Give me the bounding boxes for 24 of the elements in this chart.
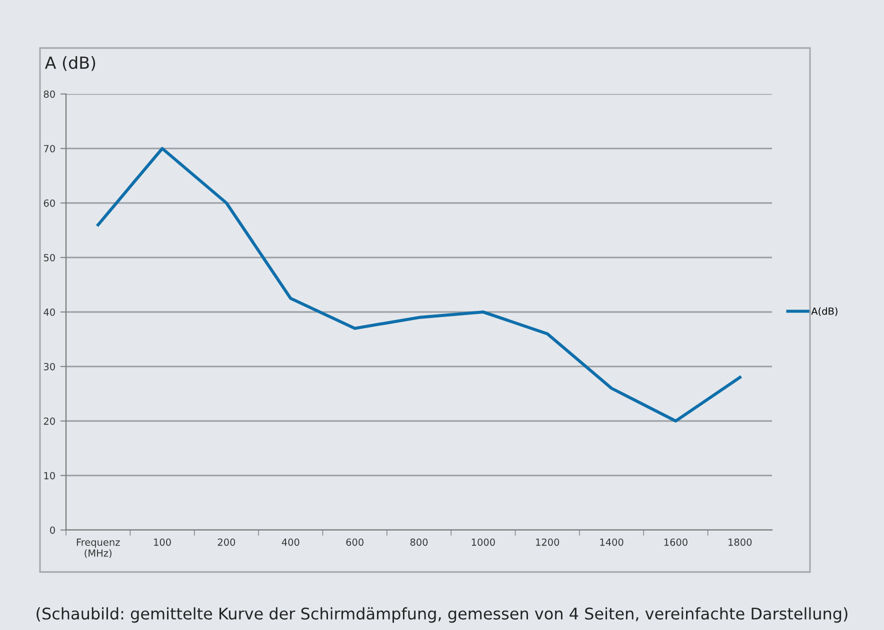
x-tick-label: 100	[154, 538, 171, 546]
y-tick-label: 0	[50, 526, 55, 534]
y-tick-label: 60	[44, 199, 55, 207]
y-tick-label: 30	[44, 362, 55, 370]
x-tick-label: 1000	[472, 538, 495, 546]
y-axis-title: A (dB)	[44, 56, 96, 71]
y-tick-label: 50	[44, 254, 55, 262]
y-tick-label: 70	[44, 144, 55, 152]
x-tick-label: Frequenz (MHz)	[76, 538, 120, 558]
x-tick-label: 600	[346, 538, 364, 546]
x-tick-label: 400	[282, 538, 300, 546]
y-tick-label: 20	[44, 417, 55, 425]
x-tick-label: 800	[410, 538, 428, 546]
text: (Schaubild: gemittelte Kurve der Schirmdämpfung, gemessen von 4 Seiten, vereinfachte Darstellung)	[36, 607, 848, 623]
x-tick-label: 200	[218, 538, 236, 546]
x-tick-label: 1200	[536, 538, 560, 546]
x-tick-label: 1400	[600, 538, 624, 546]
y-tick-label: 10	[44, 472, 55, 480]
y-tick-label: 80	[44, 90, 55, 98]
legend-label: A(dB)	[811, 307, 838, 316]
line-series	[96, 146, 742, 423]
y-tick-label: 40	[44, 308, 55, 316]
x-tick-label: 1600	[664, 538, 688, 546]
x-tick-label: 1800	[728, 538, 752, 546]
